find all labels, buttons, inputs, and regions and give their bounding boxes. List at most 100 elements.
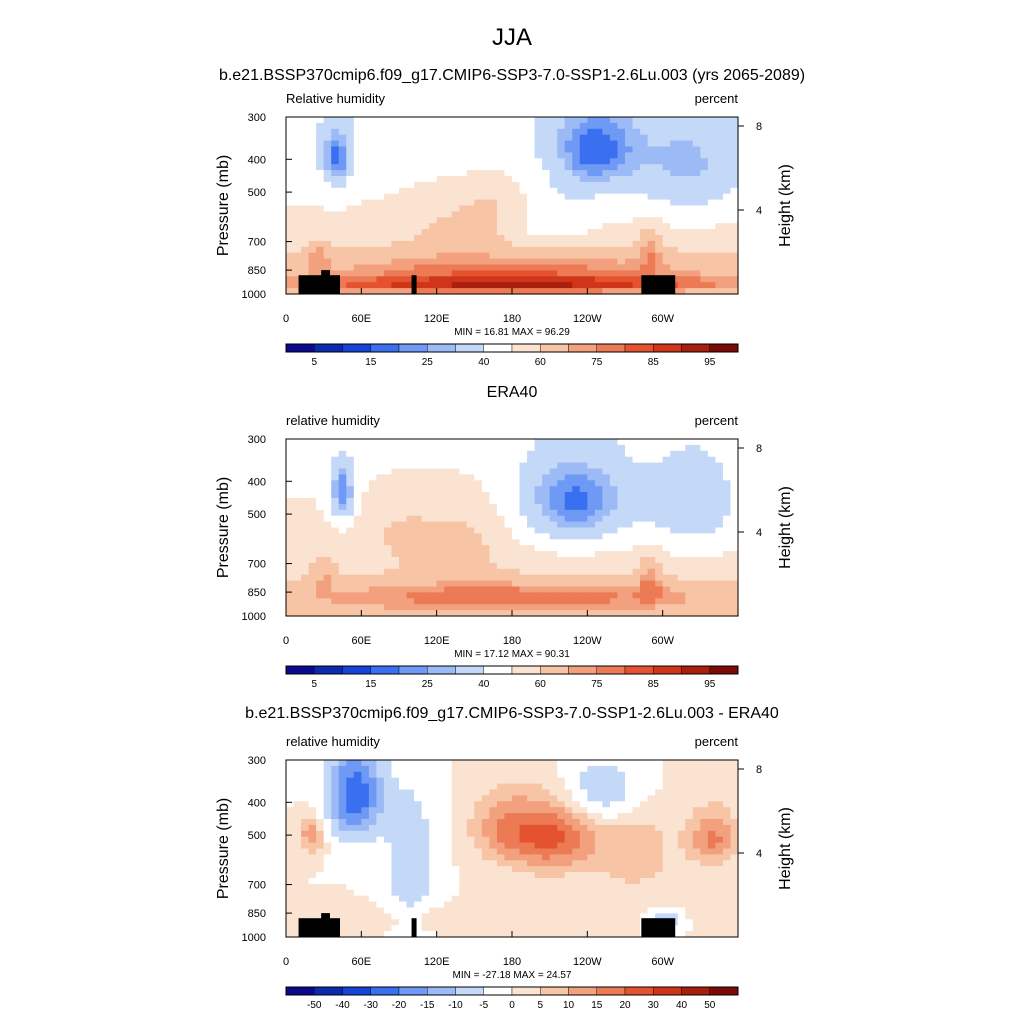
field-cell <box>422 486 430 493</box>
field-cell <box>655 152 663 159</box>
field-cell <box>497 819 505 826</box>
field-cell <box>339 265 347 272</box>
field-cell <box>429 533 437 540</box>
field-cell <box>572 176 580 183</box>
field-cell <box>678 182 686 189</box>
field-cell <box>384 469 392 476</box>
field-cell <box>399 581 407 588</box>
field-cell <box>610 545 618 552</box>
field-cell <box>685 849 693 856</box>
field-cell <box>715 182 723 189</box>
field-cell <box>309 778 317 785</box>
field-cell <box>339 152 347 159</box>
field-cell <box>294 598 302 605</box>
field-cell <box>482 872 490 879</box>
field-cell <box>625 598 633 605</box>
field-cell <box>625 129 633 136</box>
field-cell <box>414 778 422 785</box>
field-cell <box>633 492 641 499</box>
field-cell <box>354 498 362 505</box>
field-cell <box>678 229 686 236</box>
field-cell <box>286 778 294 785</box>
field-cell <box>339 480 347 487</box>
field-cell <box>301 158 309 165</box>
field-cell <box>625 866 633 873</box>
field-cell <box>429 486 437 493</box>
field-cell <box>474 457 482 464</box>
field-cell <box>294 194 302 201</box>
field-cell <box>331 253 339 260</box>
field-cell <box>542 241 550 248</box>
field-cell <box>700 516 708 523</box>
field-cell <box>557 872 565 879</box>
field-cell <box>715 581 723 588</box>
field-cell <box>452 457 460 464</box>
field-cell <box>324 253 332 260</box>
field-cell <box>309 563 317 570</box>
field-cell <box>610 866 618 873</box>
field-cell <box>565 504 573 511</box>
field-cell <box>331 135 339 142</box>
field-cell <box>407 843 415 850</box>
field-cell <box>497 533 505 540</box>
field-cell <box>708 563 716 570</box>
field-cell <box>542 463 550 470</box>
field-cell <box>504 545 512 552</box>
field-cell <box>452 551 460 558</box>
field-cell <box>580 170 588 177</box>
field-cell <box>542 457 550 464</box>
field-cell <box>286 463 294 470</box>
field-cell <box>407 164 415 171</box>
field-cell <box>467 831 475 838</box>
field-cell <box>640 575 648 582</box>
field-cell <box>346 563 354 570</box>
field-cell <box>520 439 528 446</box>
field-cell <box>452 276 460 283</box>
field-cell <box>663 211 671 218</box>
field-cell <box>602 784 610 791</box>
field-cell <box>520 598 528 605</box>
field-cell <box>595 445 603 452</box>
field-cell <box>715 795 723 802</box>
field-cell <box>542 451 550 458</box>
field-cell <box>730 439 738 446</box>
field-cell <box>361 457 369 464</box>
field-cell <box>504 486 512 493</box>
field-cell <box>587 469 595 476</box>
field-cell <box>557 176 565 183</box>
field-cell <box>482 522 490 529</box>
field-cell <box>459 253 467 260</box>
field-cell <box>708 247 716 254</box>
field-cell <box>474 463 482 470</box>
field-cell <box>316 581 324 588</box>
field-cell <box>399 510 407 517</box>
field-cell <box>512 551 520 558</box>
field-cell <box>580 604 588 611</box>
field-cell <box>587 843 595 850</box>
field-cell <box>497 217 505 224</box>
field-cell <box>429 878 437 885</box>
field-cell <box>580 241 588 248</box>
field-cell <box>730 563 738 570</box>
field-cell <box>489 872 497 879</box>
field-cell <box>369 760 377 767</box>
field-cell <box>376 528 384 535</box>
field-cell <box>557 241 565 248</box>
field-cell <box>414 480 422 487</box>
field-cell <box>527 457 535 464</box>
field-cell <box>384 878 392 885</box>
field-cell <box>617 194 625 201</box>
field-cell <box>346 282 354 289</box>
field-cell <box>700 247 708 254</box>
field-cell <box>595 569 603 576</box>
field-cell <box>602 141 610 148</box>
field-cell <box>286 217 294 224</box>
field-cell <box>670 247 678 254</box>
field-cell <box>723 492 731 499</box>
field-cell <box>625 760 633 767</box>
field-cell <box>294 819 302 826</box>
field-cell <box>602 866 610 873</box>
field-cell <box>700 872 708 879</box>
field-cell <box>346 854 354 861</box>
field-cell <box>633 831 641 838</box>
